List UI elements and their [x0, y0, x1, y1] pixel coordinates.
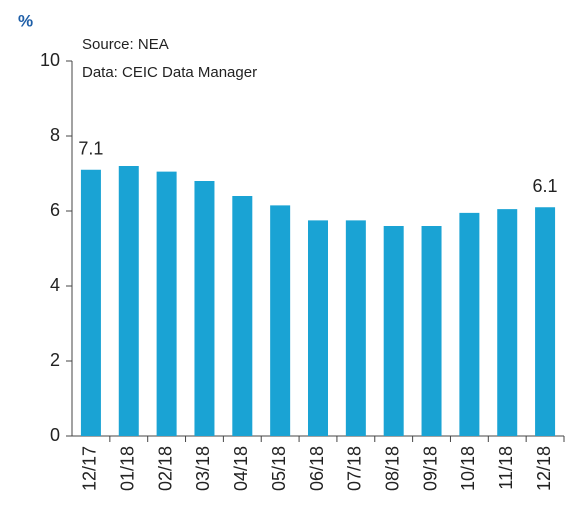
x-tick-label: 03/18	[193, 446, 213, 491]
bar	[497, 209, 518, 436]
y-tick-label: 0	[50, 425, 60, 445]
bar	[383, 226, 404, 436]
x-tick-label: 07/18	[345, 446, 365, 491]
y-tick-label: 10	[40, 50, 60, 70]
y-tick-label: 6	[50, 200, 60, 220]
x-tick-label: 11/18	[496, 446, 516, 490]
chart-title: %	[18, 11, 33, 30]
bar	[156, 171, 177, 436]
x-tick-label: 12/18	[534, 446, 554, 491]
x-tick-label: 02/18	[155, 446, 175, 491]
bar	[80, 169, 101, 436]
x-tick-label: 06/18	[307, 446, 327, 491]
bar	[459, 212, 480, 436]
bar	[345, 220, 366, 436]
bar	[308, 220, 328, 436]
bar	[421, 226, 442, 436]
bar	[194, 181, 215, 436]
x-tick-label: 08/18	[382, 446, 402, 491]
annotation: Source: NEA	[82, 36, 169, 53]
annotation: Data: CEIC Data Manager	[82, 64, 257, 81]
x-tick-label: 01/18	[118, 446, 138, 491]
x-tick-label: 05/18	[269, 446, 289, 491]
y-tick-label: 2	[50, 350, 60, 370]
data-label: 6.1	[533, 176, 558, 196]
x-tick-label: 10/18	[458, 446, 478, 491]
x-tick-label: 12/17	[80, 446, 100, 491]
y-tick-label: 8	[50, 125, 60, 145]
data-label: 7.1	[78, 139, 103, 159]
bar	[270, 205, 291, 436]
x-tick-label: 09/18	[420, 446, 440, 491]
bar	[535, 207, 556, 436]
x-tick-label: 04/18	[231, 446, 251, 491]
y-tick-label: 4	[50, 275, 60, 295]
bar	[118, 166, 139, 436]
bar	[232, 196, 253, 436]
